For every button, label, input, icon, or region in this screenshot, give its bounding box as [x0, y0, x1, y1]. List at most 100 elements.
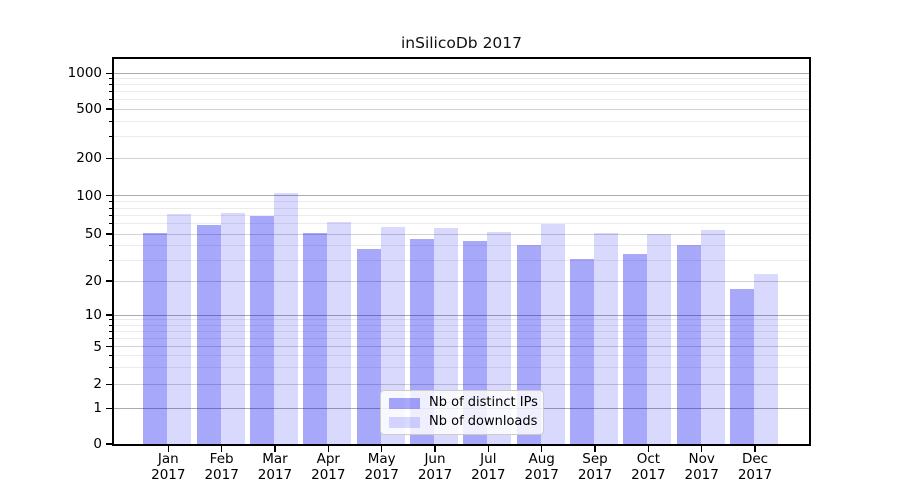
y-tick-label-50: 50 — [84, 226, 102, 242]
legend-label-downloads: Nb of downloads — [429, 414, 538, 429]
gridline-minor-4 — [114, 355, 809, 357]
x-tick-jan — [167, 446, 170, 452]
bar-distinct-ips-jan — [143, 232, 168, 444]
legend-swatch-distinct-ips — [389, 397, 420, 409]
x-tick-label-jul: Jul 2017 — [471, 451, 506, 483]
x-tick-mar — [274, 446, 276, 452]
gridline-minor-9 — [114, 319, 809, 321]
bar-distinct-ips-nov — [676, 245, 701, 444]
gridline-minor-80 — [114, 207, 809, 209]
bar-downloads-sep — [594, 232, 619, 444]
y-tick-500 — [106, 108, 112, 110]
x-tick-label-sep: Sep 2017 — [577, 451, 613, 483]
gridline-minor-8 — [114, 324, 809, 326]
y-minor-tick-3 — [108, 367, 112, 369]
y-minor-tick-800 — [108, 84, 112, 86]
gridline-20 — [114, 280, 809, 282]
gridline-1000 — [114, 72, 809, 74]
gridline-200 — [114, 157, 809, 159]
y-tick-label-5: 5 — [93, 338, 102, 355]
gridline-minor-30 — [114, 259, 809, 261]
gridline-100 — [114, 195, 809, 197]
y-tick-label-20: 20 — [84, 273, 102, 289]
y-minor-tick-6 — [108, 337, 112, 339]
x-tick-label-may: May 2017 — [364, 451, 399, 483]
x-tick-sep — [594, 446, 596, 452]
gridline-minor-40 — [114, 244, 809, 246]
legend: Nb of distinct IPs Nb of downloads — [380, 390, 544, 435]
gridline-minor-60 — [114, 223, 809, 225]
gridline-minor-7 — [114, 330, 809, 332]
y-tick-20 — [106, 280, 112, 282]
x-tick-label-mar: Mar 2017 — [257, 451, 293, 483]
x-tick-label-dec: Dec 2017 — [737, 451, 773, 483]
x-tick-label-oct: Oct 2017 — [631, 451, 666, 483]
x-tick-label-aug: Aug 2017 — [524, 451, 559, 483]
y-tick-200 — [106, 157, 112, 160]
legend-label-distinct-ips: Nb of distinct IPs — [429, 395, 538, 410]
x-tick-jul — [487, 446, 490, 452]
x-tick-apr — [327, 446, 330, 452]
x-tick-dec — [754, 446, 756, 452]
x-tick-feb — [220, 446, 223, 452]
y-minor-tick-600 — [108, 99, 112, 101]
bar-distinct-ips-apr — [303, 232, 328, 444]
gridline-500 — [114, 108, 809, 110]
x-tick-aug — [540, 446, 543, 452]
bar-downloads-apr — [327, 222, 352, 444]
y-minor-tick-900 — [108, 78, 112, 80]
legend-swatch-downloads — [389, 416, 420, 428]
y-tick-label-200: 200 — [76, 150, 102, 167]
gridline-minor-300 — [114, 135, 809, 137]
y-tick-1 — [106, 407, 112, 410]
gridline-minor-600 — [114, 99, 809, 101]
x-tick-label-apr: Apr 2017 — [311, 451, 346, 483]
bar-downloads-feb — [220, 213, 245, 444]
bar-downloads-jan — [167, 213, 192, 444]
y-minor-tick-300 — [108, 135, 112, 137]
y-tick-label-1: 1 — [93, 400, 102, 417]
y-tick-0 — [106, 443, 112, 445]
y-tick-label-2: 2 — [93, 376, 102, 393]
gridline-minor-6 — [114, 337, 809, 339]
y-minor-tick-70 — [108, 214, 112, 216]
y-tick-2 — [106, 383, 112, 386]
y-minor-tick-7 — [108, 330, 112, 332]
y-tick-label-500: 500 — [76, 101, 102, 117]
chart-title: inSilicoDb 2017 — [400, 34, 523, 52]
y-minor-tick-30 — [108, 259, 112, 261]
bar-downloads-mar — [273, 193, 298, 444]
gridline-minor-70 — [114, 214, 809, 216]
y-minor-tick-60 — [108, 223, 112, 225]
gridline-minor-400 — [114, 120, 809, 122]
bar-downloads-oct — [647, 234, 672, 444]
y-tick-100 — [106, 194, 112, 197]
legend-item-distinct-ips: Nb of distinct IPs — [381, 395, 543, 411]
gridline-minor-800 — [114, 84, 809, 86]
bar-distinct-ips-may — [356, 249, 381, 444]
gridline-minor-90 — [114, 201, 809, 203]
gridline-50 — [114, 233, 809, 235]
bar-downloads-nov — [700, 229, 725, 444]
y-minor-tick-90 — [108, 201, 112, 203]
y-minor-tick-4 — [108, 355, 112, 357]
x-tick-may — [380, 446, 383, 452]
x-tick-nov — [700, 446, 703, 452]
gridline-5 — [114, 346, 809, 348]
y-minor-tick-8 — [108, 324, 112, 326]
y-tick-50 — [106, 233, 112, 235]
gridline-minor-3 — [114, 367, 809, 369]
y-tick-label-10: 10 — [84, 307, 102, 323]
x-tick-oct — [647, 446, 650, 452]
bar-downloads-dec — [754, 273, 779, 444]
bar-distinct-ips-sep — [570, 258, 595, 444]
y-minor-tick-40 — [108, 244, 112, 246]
y-tick-label-0: 0 — [93, 436, 102, 452]
bar-distinct-ips-oct — [623, 253, 648, 444]
y-minor-tick-9 — [108, 319, 112, 321]
y-tick-1000 — [106, 72, 112, 75]
x-tick-label-feb: Feb 2017 — [204, 451, 239, 483]
x-tick-label-jun: Jun 2017 — [417, 451, 453, 483]
gridline-2 — [114, 383, 809, 385]
y-tick-10 — [106, 314, 112, 316]
